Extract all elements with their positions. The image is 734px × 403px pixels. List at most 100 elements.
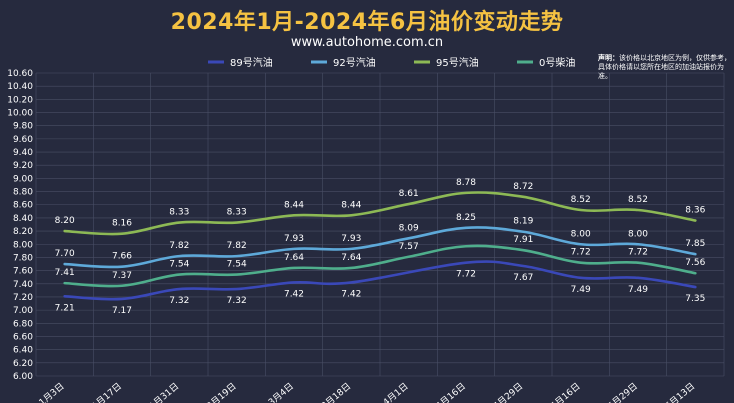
- x-tick-label: 4月1日: [381, 381, 411, 403]
- data-label: 7.56: [685, 258, 705, 268]
- data-label: 7.82: [227, 241, 247, 251]
- data-label: 8.44: [284, 200, 304, 210]
- y-tick-label: 10.40: [7, 82, 33, 92]
- data-label: 8.19: [513, 217, 533, 227]
- series-line: [63, 191, 697, 236]
- y-tick-label: 9.00: [13, 174, 33, 184]
- y-tick-label: 10.20: [7, 95, 33, 105]
- data-label: 8.72: [513, 182, 533, 192]
- y-tick-label: 6.80: [13, 319, 33, 329]
- data-label: 7.93: [284, 234, 304, 244]
- y-tick-label: 6.40: [13, 346, 33, 356]
- legend-label: 0号柴油: [539, 56, 575, 69]
- data-label: 8.33: [227, 208, 247, 218]
- y-tick-label: 8.60: [13, 201, 33, 211]
- y-tick-label: 8.40: [13, 214, 33, 224]
- x-tick-label: 2月19日: [205, 381, 239, 403]
- data-label: 8.61: [399, 189, 419, 199]
- data-label: 8.52: [628, 195, 648, 205]
- y-tick-label: 9.20: [13, 161, 33, 171]
- data-label: 7.91: [513, 235, 533, 245]
- legend-item: 95号汽油: [414, 56, 479, 69]
- y-tick-label: 10.00: [7, 109, 33, 119]
- data-label: 8.25: [456, 213, 476, 223]
- data-label: 8.16: [112, 219, 132, 229]
- data-label: 7.32: [227, 296, 247, 306]
- y-tick-label: 9.60: [13, 135, 33, 145]
- chart-subtitle: www.autohome.com.cn: [290, 35, 444, 50]
- disclaimer-note: 声明：该价格以北京地区为例，仅供参考，具体价格请以您所在地区的加油站报价为准。: [598, 54, 732, 81]
- data-label: 7.49: [571, 285, 591, 295]
- x-tick-label: 3月4日: [266, 381, 296, 403]
- data-label: 8.00: [571, 229, 591, 239]
- data-label: 8.20: [55, 216, 75, 226]
- x-tick-label: 5月29日: [606, 381, 640, 403]
- y-tick-label: 8.20: [13, 227, 33, 237]
- disclaimer-text: 该价格以北京地区为例，仅供参考，具体价格请以您所在地区的加油站报价为准。: [598, 54, 731, 80]
- y-tick-label: 6.60: [13, 332, 33, 342]
- data-label: 7.17: [112, 306, 132, 316]
- x-tick-label: 5月16日: [549, 381, 583, 403]
- data-label: 7.66: [112, 252, 132, 262]
- y-tick-label: 7.60: [13, 267, 33, 277]
- data-label: 7.49: [628, 285, 648, 295]
- data-label: 7.32: [169, 296, 189, 306]
- legend-label: 89号汽油: [230, 56, 273, 69]
- series-line: [63, 226, 697, 269]
- data-label: 8.52: [571, 195, 591, 205]
- y-tick-label: 8.80: [13, 188, 33, 198]
- x-tick-label: 1月3日: [37, 381, 67, 403]
- legend-label: 92号汽油: [333, 56, 376, 69]
- data-label: 7.85: [685, 239, 705, 249]
- series-line: [63, 260, 697, 301]
- y-tick-label: 7.80: [13, 253, 33, 263]
- x-tick-label: 6月13日: [663, 381, 697, 403]
- data-label: 7.37: [112, 271, 132, 281]
- x-tick-label: 1月31日: [147, 381, 181, 403]
- data-label: 7.35: [685, 294, 705, 304]
- data-label: 8.78: [456, 178, 476, 188]
- y-tick-label: 9.40: [13, 148, 33, 158]
- y-tick-label: 7.20: [13, 293, 33, 303]
- data-label: 7.93: [341, 234, 361, 244]
- data-label: 7.54: [169, 260, 189, 270]
- legend-item: 89号汽油: [208, 56, 273, 69]
- series-line: [63, 244, 697, 288]
- data-label: 7.41: [55, 268, 75, 278]
- data-label: 7.54: [227, 260, 247, 270]
- legend-item: 92号汽油: [311, 56, 376, 69]
- x-tick-label: 4月29日: [491, 381, 525, 403]
- data-label: 8.00: [628, 229, 648, 239]
- legend-label: 95号汽油: [436, 56, 479, 69]
- data-label: 8.36: [685, 206, 705, 216]
- data-label: 7.21: [55, 303, 75, 313]
- y-tick-label: 10.60: [7, 69, 33, 79]
- data-label: 8.09: [399, 223, 419, 233]
- disclaimer-label: 声明：: [598, 54, 619, 62]
- data-label: 7.64: [284, 253, 304, 263]
- x-tick-label: 1月17日: [90, 381, 124, 403]
- data-label: 7.42: [341, 289, 361, 299]
- data-label: 7.72: [456, 270, 476, 280]
- x-tick-label: 4月16日: [434, 381, 468, 403]
- data-label: 7.82: [169, 241, 189, 251]
- data-label: 7.67: [513, 273, 533, 283]
- legend-item: 0号柴油: [517, 56, 575, 69]
- data-label: 8.33: [169, 208, 189, 218]
- data-label: 7.72: [571, 248, 591, 258]
- data-label: 7.57: [399, 242, 419, 252]
- y-tick-label: 7.00: [13, 306, 33, 316]
- y-tick-label: 8.00: [13, 240, 33, 250]
- data-label: 8.44: [341, 200, 361, 210]
- chart-title: 2024年1月-2024年6月油价变动走势: [170, 10, 564, 35]
- data-label: 7.72: [628, 248, 648, 258]
- data-label: 7.64: [341, 253, 361, 263]
- x-tick-label: 3月18日: [319, 381, 353, 403]
- data-label: 7.42: [284, 289, 304, 299]
- y-tick-label: 7.40: [13, 280, 33, 290]
- y-tick-label: 9.80: [13, 122, 33, 132]
- data-label: 7.70: [55, 249, 75, 259]
- y-tick-label: 6.20: [13, 359, 33, 369]
